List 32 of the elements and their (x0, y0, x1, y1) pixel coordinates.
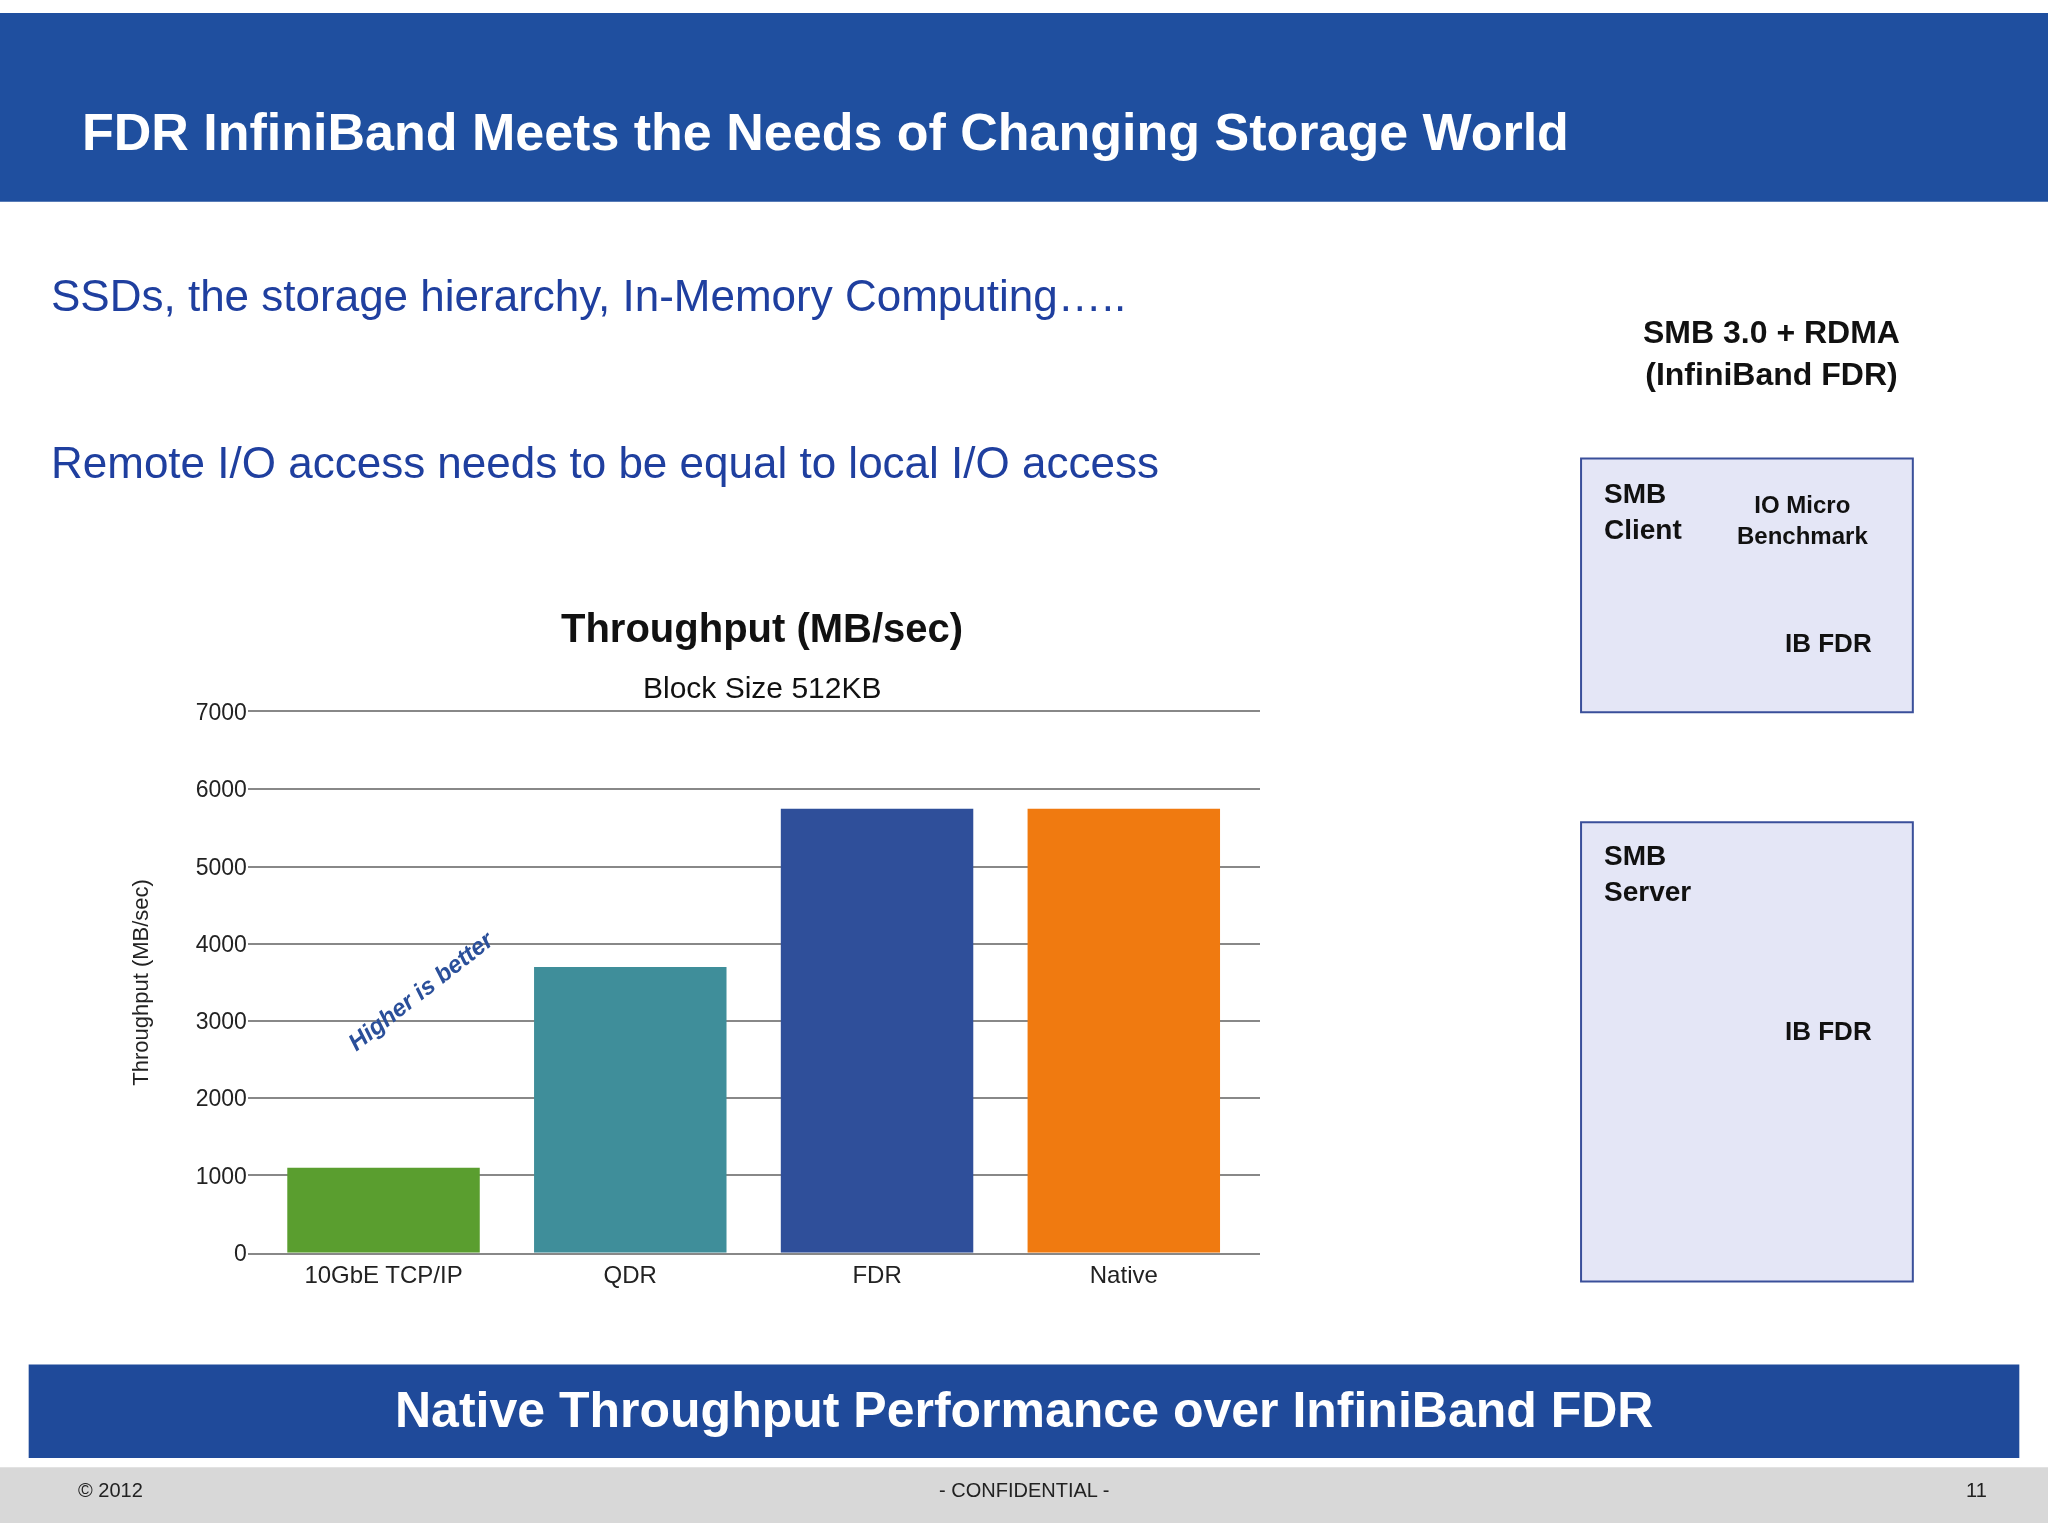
x-tick-label: FDR (852, 1261, 902, 1289)
text: SSDs, the storage hierarchy, In-Memory Computing….. (51, 271, 1127, 320)
y-tick-label: 0 (234, 1239, 247, 1266)
text: IB FDR (1785, 628, 1872, 658)
text: © 2012 (78, 1479, 143, 1501)
text: FDR InfiniBand Meets the Needs of Changing Storage World (82, 103, 1569, 161)
text: SMB Server (1604, 840, 1692, 908)
bar (287, 1167, 480, 1253)
text: IB FDR (1785, 1016, 1872, 1046)
x-tick-label: Native (1089, 1261, 1158, 1289)
y-tick-label: 1000 (195, 1162, 247, 1189)
y-tick-label: 5000 (195, 853, 247, 880)
y-axis-title: Throughput (MB/sec) (128, 879, 154, 1086)
text: - CONFIDENTIAL - (939, 1479, 1110, 1501)
y-tick-label: 3000 (195, 1008, 247, 1035)
chart-subtitle: Block Size 512KB (643, 671, 882, 704)
bar (534, 966, 727, 1253)
text: SMB Client (1604, 478, 1682, 546)
x-tick-label: 10GbE TCP/IP (304, 1261, 463, 1289)
bar (1027, 808, 1221, 1253)
x-tick-label: QDR (603, 1261, 657, 1289)
chart-title: Throughput (MB/sec) (561, 606, 964, 650)
bar (780, 808, 974, 1253)
text: Native Throughput Performance over InfiniBand FDR (395, 1382, 1654, 1438)
text: Remote I/O access needs to be equal to local I/O access (51, 438, 1159, 487)
y-tick-label: 4000 (195, 930, 247, 957)
text: IO Micro Benchmark (1737, 491, 1869, 550)
text: SMB 3.0 + RDMA (InfiniBand FDR) (1643, 314, 1900, 392)
y-tick-label: 2000 (195, 1085, 247, 1112)
y-tick-label: 6000 (195, 776, 247, 803)
y-tick-label: 7000 (195, 699, 247, 726)
text: 11 (1966, 1479, 1987, 1501)
